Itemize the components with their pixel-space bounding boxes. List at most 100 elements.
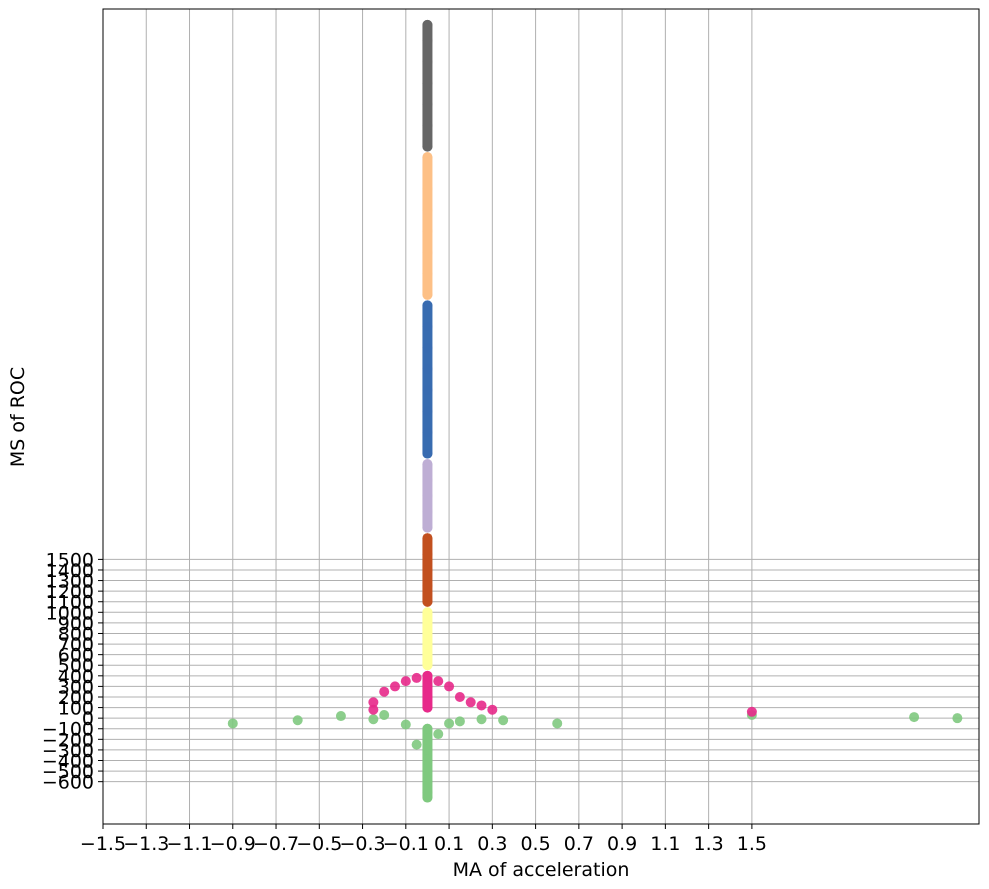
point-s7-3	[422, 78, 433, 89]
point-s5-3	[422, 385, 433, 396]
point-s1-1	[422, 691, 433, 702]
point-s2-3	[422, 628, 433, 639]
point-s1-11	[454, 691, 465, 702]
point-s4-4	[422, 459, 433, 470]
point-s4-1	[422, 506, 433, 517]
point-s0-17	[422, 792, 433, 803]
point-s6-3	[422, 226, 433, 237]
point-s3-0	[422, 596, 433, 607]
x-tick-label-0: −1.5	[80, 833, 126, 855]
y-axis-label: MS of ROC	[7, 367, 29, 467]
y-tick-label-10: 500	[58, 655, 94, 677]
point-s0-11	[422, 734, 433, 745]
x-tick-label-6: −0.3	[339, 833, 385, 855]
point-s5-0	[422, 448, 433, 459]
point-s6-5	[422, 183, 433, 194]
point-s1-16	[746, 706, 757, 717]
point-s5-4	[422, 363, 433, 374]
y-tick-label-9: 600	[58, 645, 94, 667]
point-s0-4	[454, 716, 465, 727]
data-points	[227, 19, 963, 803]
x-tick-label-1: −1.3	[123, 833, 169, 855]
point-s1-15	[368, 704, 379, 715]
point-s0-5	[498, 715, 509, 726]
point-s0-6	[552, 718, 563, 729]
point-s0-12	[422, 744, 433, 755]
point-s0-18	[368, 714, 379, 725]
x-tick-label-13: 1.1	[650, 833, 680, 855]
point-s0-13	[422, 755, 433, 766]
point-s1-10	[444, 681, 455, 692]
point-s1-9	[433, 676, 444, 687]
y-tick-label-19: −400	[42, 750, 94, 772]
x-tick-label-12: 0.9	[607, 833, 637, 855]
point-s7-4	[422, 56, 433, 67]
point-s1-6	[390, 681, 400, 692]
point-s1-3	[422, 670, 433, 681]
y-tick-label-4: 1100	[46, 592, 94, 614]
y-tick-label-5: 1000	[46, 602, 94, 624]
point-s5-1	[422, 427, 433, 438]
x-axis-label: MA of acceleration	[453, 859, 630, 881]
x-tick-label-7: −0.1	[383, 833, 429, 855]
point-s1-4	[368, 697, 379, 708]
point-s0-3	[379, 709, 390, 720]
grid-lines	[102, 9, 979, 824]
point-s4-2	[422, 490, 433, 501]
point-s6-2	[422, 247, 433, 258]
point-s0-9	[952, 713, 963, 724]
x-tick-label-15: 1.5	[737, 833, 767, 855]
y-tick-label-16: −100	[42, 719, 94, 741]
point-s0-1	[292, 715, 303, 726]
point-s3-4	[422, 533, 433, 544]
point-s1-5	[379, 686, 390, 697]
y-tick-label-12: 300	[58, 676, 94, 698]
y-axis-ticks: 1500140013001200110010009008007006005004…	[42, 549, 103, 794]
point-s0-21	[444, 718, 455, 729]
point-s2-1	[422, 649, 433, 660]
point-s0-0	[227, 718, 238, 729]
plot-frame	[102, 8, 980, 825]
point-s6-1	[422, 268, 433, 279]
point-s7-2	[422, 99, 433, 110]
point-s3-1	[422, 580, 433, 591]
y-tick-label-2: 1300	[46, 571, 94, 593]
point-s6-0	[422, 289, 433, 300]
point-s2-2	[422, 639, 433, 650]
point-s1-12	[465, 697, 476, 708]
y-tick-label-15: 0	[82, 708, 94, 730]
y-tick-label-17: −200	[42, 729, 94, 751]
point-s6-4	[422, 205, 433, 216]
x-tick-label-11: 0.7	[564, 833, 594, 855]
series-column-5	[422, 300, 433, 459]
point-s0-14	[422, 766, 433, 777]
point-s2-4	[422, 617, 433, 628]
x-tick-label-8: 0.1	[434, 833, 464, 855]
point-s5-2	[422, 406, 433, 417]
y-tick-label-8: 700	[58, 634, 94, 656]
point-s3-3	[422, 549, 433, 560]
x-tick-label-3: −0.9	[210, 833, 256, 855]
point-s1-8	[411, 672, 422, 683]
point-s1-0	[422, 702, 433, 713]
plot-background	[103, 9, 979, 824]
y-tick-label-14: 100	[58, 698, 94, 720]
point-s0-2	[335, 711, 346, 722]
y-tick-label-1: 1400	[46, 560, 94, 582]
y-tick-label-20: −500	[42, 761, 94, 783]
point-s0-15	[422, 776, 433, 787]
point-s3-2	[422, 564, 433, 575]
point-s1-7	[400, 676, 411, 687]
x-tick-label-2: −1.1	[166, 833, 212, 855]
point-s1-13	[476, 700, 487, 711]
point-s7-0	[422, 141, 433, 152]
point-s0-23	[411, 739, 422, 750]
y-tick-label-3: 1200	[46, 581, 94, 603]
point-s5-6	[422, 321, 433, 332]
point-s0-20	[400, 719, 411, 730]
point-s7-5	[422, 35, 433, 46]
point-s5-5	[422, 342, 433, 353]
point-s0-10	[422, 723, 433, 734]
series-column-1	[422, 670, 433, 713]
x-tick-label-4: −0.7	[253, 833, 299, 855]
